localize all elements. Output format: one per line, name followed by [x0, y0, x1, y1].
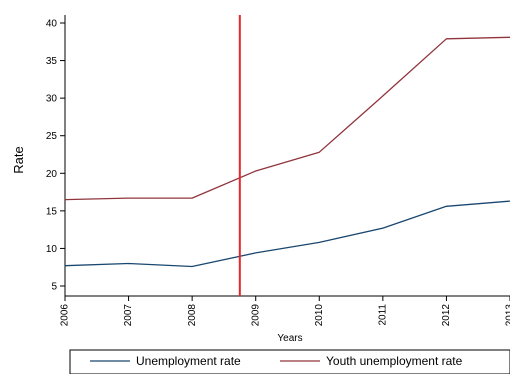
y-tick-label: 30 — [46, 94, 58, 105]
legend-box — [69, 349, 510, 374]
x-tick-label: 2007 — [123, 304, 134, 327]
legend-label: Youth unemployment rate — [326, 354, 463, 368]
x-tick-label: 2009 — [250, 304, 261, 327]
series-line-youth-unemployment-rate — [64, 36, 510, 201]
x-tick-label: 2011 — [377, 304, 388, 326]
x-tick-label: 2010 — [314, 304, 325, 327]
series-layer — [64, 36, 510, 268]
legend: Unemployment rate Youth unemployment rate — [69, 349, 510, 374]
legend-label: Unemployment rate — [136, 354, 241, 368]
x-tick-label: 2012 — [441, 304, 452, 327]
x-tick-label: 2013 — [505, 304, 510, 327]
x-tick-label: 2008 — [187, 304, 198, 327]
y-tick-label: 25 — [46, 131, 58, 142]
y-tick-label: 15 — [46, 206, 58, 217]
y-tick-label: 20 — [46, 169, 58, 180]
y-tick-label: 5 — [51, 282, 57, 293]
y-tick-label: 40 — [46, 19, 58, 30]
y-tick-label: 35 — [46, 56, 58, 67]
x-axis: 2006 2007 2008 2009 2010 2011 2012 2013 — [60, 295, 510, 327]
series-line-unemployment-rate — [64, 200, 510, 268]
x-tick-label: 2006 — [60, 304, 71, 327]
x-axis-label: Years — [277, 333, 302, 344]
y-tick-label: 10 — [46, 244, 58, 255]
y-axis-label: Rate — [11, 146, 26, 173]
y-axis: 5 10 15 20 25 30 35 40 — [46, 15, 66, 296]
